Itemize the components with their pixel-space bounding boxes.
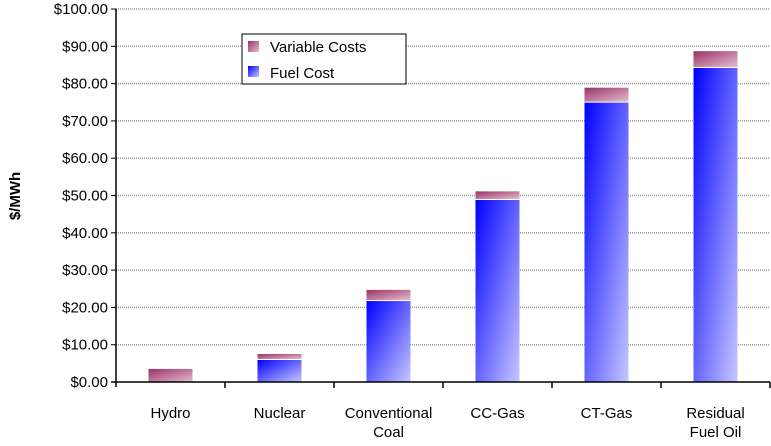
x-category-label: CT-Gas	[581, 405, 633, 422]
y-tick-label: $90.00	[62, 38, 108, 55]
y-axis-label: $/MWh	[7, 172, 24, 220]
x-category-label: Residual Fuel Oil	[686, 405, 744, 441]
legend-swatch-variable-costs	[248, 41, 259, 52]
x-category-label: Nuclear	[254, 405, 306, 422]
x-category-label: Conventional Coal	[345, 405, 433, 441]
axes	[111, 8, 771, 388]
y-tick-label: $20.00	[62, 299, 108, 316]
legend-box	[241, 33, 407, 85]
bar-fuel-cost	[584, 102, 629, 383]
y-tick-label: $50.00	[62, 188, 108, 205]
y-tick-labels: $0.00 $10.00 $20.00 $30.00 $40.00 $50.00 $60.0…	[54, 1, 108, 391]
legend-label-variable-costs: Variable Costs	[270, 39, 366, 56]
y-tick-label: $10.00	[62, 337, 108, 354]
bar-variable-costs	[475, 191, 520, 199]
bar-fuel-cost	[366, 301, 411, 382]
y-tick-label: $80.00	[62, 76, 108, 93]
y-tick-label: $100.00	[54, 1, 108, 18]
x-category-labels: Hydro Nuclear Conventional Coal CC-Gas CT-Gas…	[150, 405, 744, 441]
bar-fuel-cost	[257, 359, 302, 382]
x-category-label: Hydro	[150, 405, 190, 422]
y-tick-label: $70.00	[62, 113, 108, 130]
x-category-label: CC-Gas	[470, 405, 524, 422]
bars	[148, 51, 738, 383]
bar-fuel-cost	[475, 199, 520, 382]
bar-variable-costs	[366, 289, 411, 301]
bar-variable-costs	[148, 368, 193, 382]
bar-variable-costs	[257, 354, 302, 359]
y-tick-label: $40.00	[62, 225, 108, 242]
bar-variable-costs	[693, 51, 738, 67]
gridlines	[116, 8, 770, 346]
y-tick-label: $60.00	[62, 150, 108, 167]
bar-fuel-cost	[693, 67, 738, 383]
legend-swatch-fuel-cost	[248, 66, 259, 77]
legend: Variable Costs Fuel Cost	[241, 33, 407, 85]
bar-variable-costs	[584, 87, 629, 102]
legend-label-fuel-cost: Fuel Cost	[270, 65, 335, 82]
y-tick-label: $0.00	[70, 374, 108, 391]
y-tick-label: $30.00	[62, 262, 108, 279]
